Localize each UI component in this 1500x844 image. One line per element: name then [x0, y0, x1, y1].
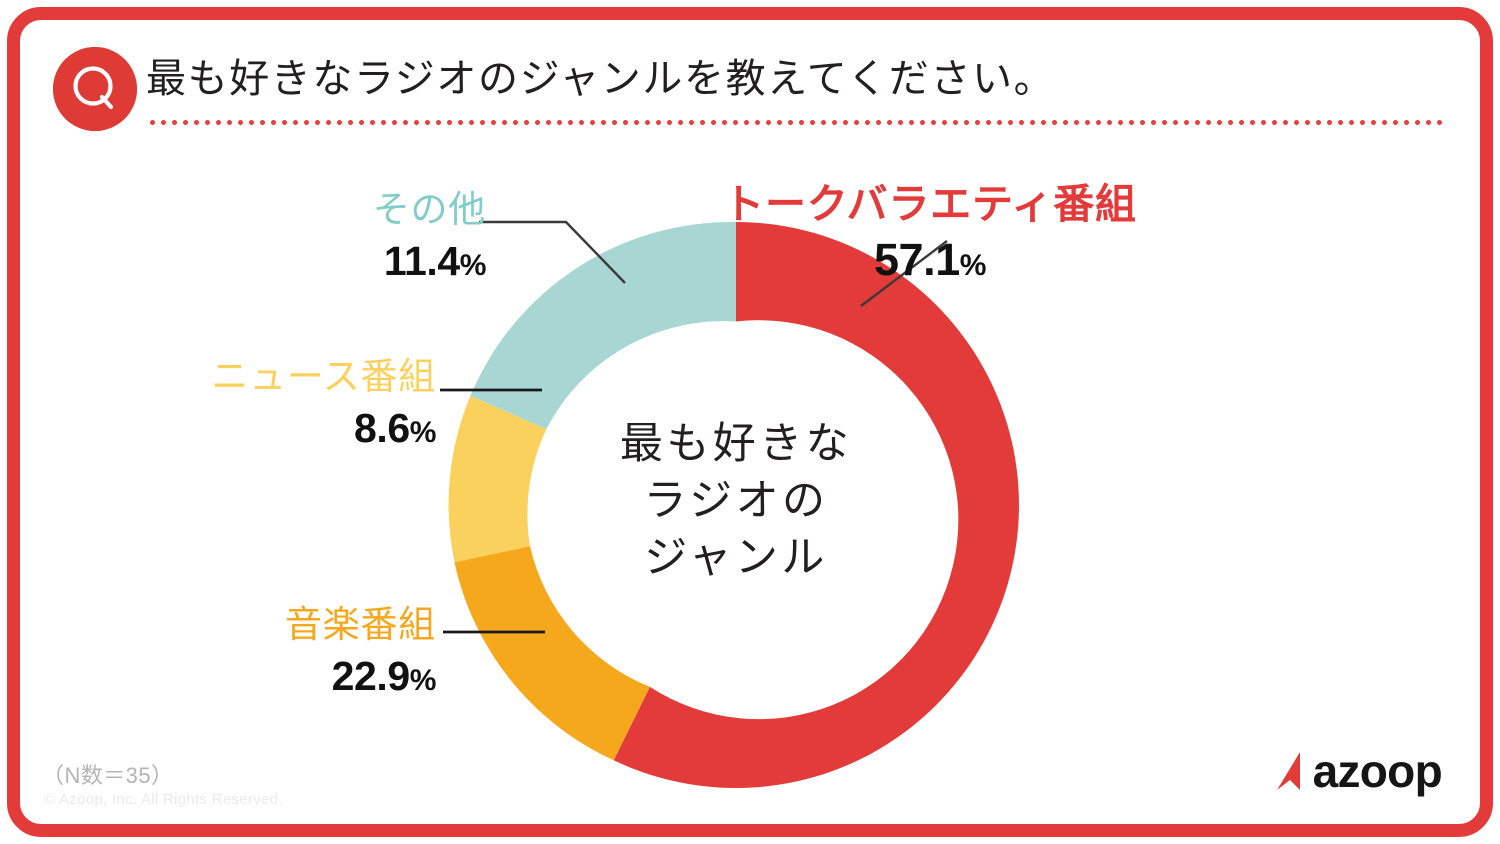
- callout-other-unit: %: [459, 248, 487, 282]
- azoop-logo-mark: [1276, 752, 1300, 790]
- callout-news-label: ニュース番組: [211, 356, 436, 397]
- azoop-logo: azoop: [1259, 745, 1443, 797]
- callout-other-value: 11.4%: [383, 237, 487, 284]
- callout-news-unit: %: [409, 415, 437, 449]
- callout-talk-value: 57.1%: [873, 234, 987, 286]
- copyright-note: © Azoop, Inc. All Rights Reserved.: [44, 791, 283, 808]
- callout-news-value: 8.6%: [353, 404, 437, 451]
- sample-size-note: （N数＝35）: [42, 763, 174, 788]
- callout-other-label: その他: [372, 189, 486, 230]
- page-title: 最も好きなラジオのジャンルを教えてください。: [146, 57, 1056, 101]
- azoop-logo-text: azoop: [1312, 745, 1443, 797]
- callout-music: 音楽番組 22.9%: [168, 604, 437, 700]
- callout-talk-unit: %: [959, 249, 987, 283]
- callout-news: ニュース番組 8.6%: [96, 356, 437, 452]
- callout-music-value: 22.9%: [331, 652, 437, 699]
- callout-music-unit: %: [409, 663, 437, 697]
- callout-other: その他 11.4%: [262, 189, 487, 285]
- title-dotted-rule: [147, 120, 1443, 125]
- callout-talk: トークバラエティ番組 57.1%: [710, 181, 1150, 286]
- question-badge: [53, 47, 137, 131]
- callout-talk-label: トークバラエティ番組: [723, 181, 1137, 227]
- callout-music-label: 音楽番組: [285, 604, 436, 645]
